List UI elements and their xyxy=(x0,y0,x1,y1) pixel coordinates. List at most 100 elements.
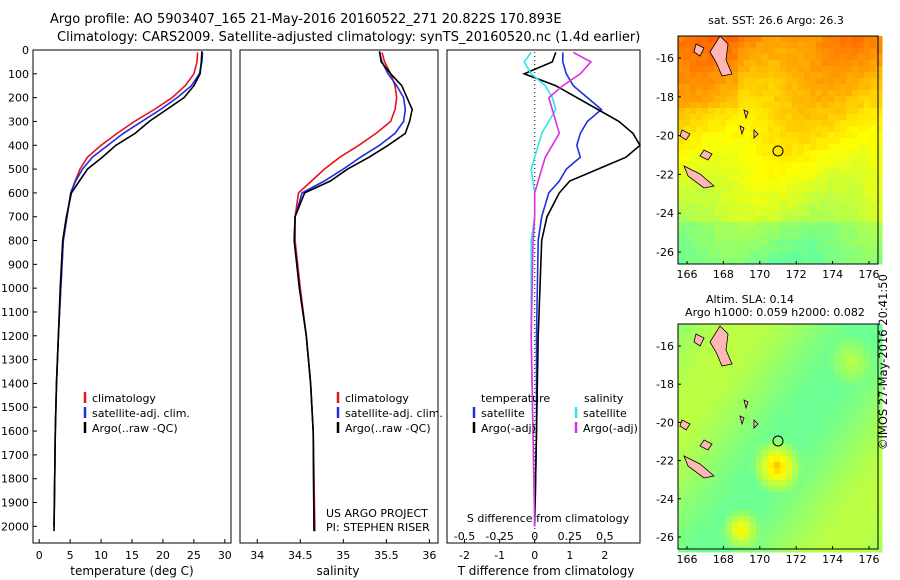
map-cell xyxy=(834,384,841,391)
map-cell xyxy=(858,354,865,361)
map-cell xyxy=(684,108,691,115)
argo-location-marker xyxy=(772,145,784,157)
map-cell xyxy=(792,402,799,409)
map-cell xyxy=(744,450,751,457)
map-cell xyxy=(786,438,793,445)
map-cell xyxy=(696,480,703,487)
depth-tick-label: 1600 xyxy=(1,425,29,438)
map-cell xyxy=(738,222,745,229)
x-tick-label: 20 xyxy=(156,549,170,562)
map-cell xyxy=(840,144,847,151)
map-cell xyxy=(702,96,709,103)
map-cell xyxy=(738,204,745,211)
title-line1: Argo profile: AO 5903407_165 21-May-2016… xyxy=(50,12,562,27)
map-cell xyxy=(696,96,703,103)
map-cell xyxy=(864,396,871,403)
map-cell xyxy=(780,504,787,511)
map-cell xyxy=(708,54,715,61)
map-cell xyxy=(780,96,787,103)
temperature-panel: 0100200300400500600700800900100011001200… xyxy=(1,44,232,578)
map-cell xyxy=(828,204,835,211)
map-cell xyxy=(678,402,685,409)
map-cell xyxy=(816,462,823,469)
map-cell xyxy=(768,510,775,517)
map-cell xyxy=(738,36,745,43)
map-cell xyxy=(750,186,757,193)
map-cell xyxy=(858,510,865,517)
map-cell xyxy=(708,534,715,541)
map-cell xyxy=(762,168,769,175)
map-cell xyxy=(702,72,709,79)
map-cell xyxy=(696,456,703,463)
salinity-diff-tick-label: 0.25 xyxy=(558,530,583,543)
map-cell xyxy=(774,348,781,355)
map-cell xyxy=(798,144,805,151)
map-cell xyxy=(678,138,685,145)
map-cell xyxy=(834,78,841,85)
map-cell xyxy=(816,54,823,61)
map-cell xyxy=(762,198,769,205)
map-cell xyxy=(816,348,823,355)
depth-tick-label: 500 xyxy=(8,163,29,176)
map-cell xyxy=(870,468,877,475)
map-cell xyxy=(726,540,733,547)
map-cell xyxy=(816,498,823,505)
map-cell xyxy=(744,432,751,439)
map-cell xyxy=(840,438,847,445)
map-cell xyxy=(828,216,835,223)
map-cell xyxy=(696,204,703,211)
map-cell xyxy=(858,384,865,391)
map-cell xyxy=(828,84,835,91)
map-cell xyxy=(828,486,835,493)
map-cell xyxy=(876,66,883,73)
map-cell xyxy=(816,78,823,85)
map-cell xyxy=(876,54,883,61)
map-cell xyxy=(756,132,763,139)
map-cell xyxy=(858,498,865,505)
map-cell xyxy=(774,528,781,535)
map-cell xyxy=(876,366,883,373)
map-cell xyxy=(690,516,697,523)
map-cell xyxy=(744,240,751,247)
map-cell xyxy=(786,42,793,49)
s-diff-label: S difference from climatology xyxy=(467,512,630,525)
map-cell xyxy=(768,132,775,139)
map-cell xyxy=(702,324,709,331)
map-cell xyxy=(696,36,703,43)
map-cell xyxy=(846,96,853,103)
map-cell xyxy=(876,360,883,367)
map-cell xyxy=(846,420,853,427)
map-cell xyxy=(726,174,733,181)
map-cell xyxy=(774,180,781,187)
map-cell xyxy=(780,78,787,85)
map-cell xyxy=(798,534,805,541)
map-cell xyxy=(696,138,703,145)
map-cell xyxy=(726,324,733,331)
map-cell xyxy=(732,342,739,349)
map-cell xyxy=(702,90,709,97)
map-cell xyxy=(714,198,721,205)
map-cell xyxy=(792,528,799,535)
map-cell xyxy=(744,222,751,229)
map-cell xyxy=(840,402,847,409)
map-cell xyxy=(702,174,709,181)
map-cell xyxy=(792,60,799,67)
map-cell xyxy=(846,108,853,115)
map-cell xyxy=(828,192,835,199)
map-cell xyxy=(810,258,817,265)
map-cell xyxy=(720,120,727,127)
map-cell xyxy=(822,180,829,187)
map-cell xyxy=(876,384,883,391)
map-cell xyxy=(762,120,769,127)
map-cell xyxy=(690,120,697,127)
map-cell xyxy=(870,372,877,379)
map-cell xyxy=(840,96,847,103)
legend-label: Argo(..raw -QC) xyxy=(345,422,431,435)
map-cell xyxy=(738,450,745,457)
map-cell xyxy=(690,210,697,217)
map-cell xyxy=(792,162,799,169)
map-cell xyxy=(678,450,685,457)
map-cell xyxy=(858,162,865,169)
map-cell xyxy=(822,210,829,217)
